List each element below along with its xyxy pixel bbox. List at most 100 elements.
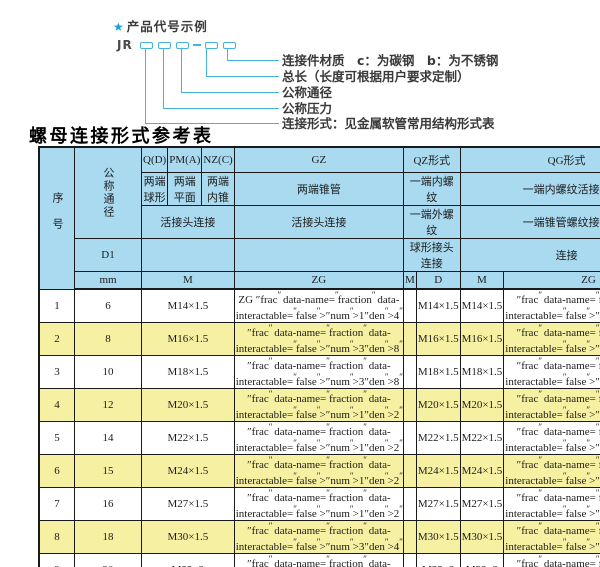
inch-mark: ″ <box>586 372 590 382</box>
inch-mark: ″ <box>384 372 389 382</box>
inch-mark: ″ <box>364 310 369 322</box>
table-row: 8 18 M30×1.5 ″frac″ data-name=″fraction″ da… <box>38 520 600 554</box>
inch-mark: ″ <box>293 504 297 514</box>
inch-mark: ″ <box>516 393 522 405</box>
inch-mark: ″ <box>293 438 297 448</box>
dn-cell: 10 <box>74 355 142 389</box>
qz-d-cell: M14×1.5 <box>415 288 461 323</box>
inch-mark: ″ <box>293 339 297 349</box>
inch-mark: ″ <box>293 405 297 415</box>
inch-mark: ″ <box>595 376 600 388</box>
inch-mark: ″ <box>516 327 522 339</box>
inch-mark: ″ <box>595 455 600 466</box>
qg-m-cell: M24×1.5 <box>459 454 505 488</box>
page-title: 螺母连接形式参考表 <box>29 126 214 147</box>
dn-cell: 8 <box>74 322 142 356</box>
inch-mark: ″ <box>384 438 389 448</box>
inch-mark: ″ <box>399 504 403 514</box>
qz-m-cell <box>403 322 417 356</box>
inch-mark: ″ <box>326 521 330 532</box>
inch-mark: ″ <box>562 438 567 448</box>
inch-mark: ″ <box>349 438 354 448</box>
inch-mark: ″ <box>399 405 403 415</box>
gz-zg-cell: ″frac″ data-name=″fraction″ data-interac… <box>233 421 405 455</box>
inch-mark: ″ <box>586 537 590 547</box>
inch-mark: ″ <box>595 475 600 487</box>
inch-mark: ″ <box>277 290 281 300</box>
inch-mark: ″ <box>325 508 331 520</box>
header-qg-zg: ZG <box>503 270 600 290</box>
inch-mark: ″ <box>316 504 321 514</box>
legend-nominal-pressure: 公称压力 <box>282 101 333 116</box>
m-cell: M27×1.5 <box>141 487 235 521</box>
header-qg-title: QG形式 <box>459 146 600 173</box>
code-box-2 <box>157 41 171 49</box>
inch-mark: ″ <box>538 389 542 400</box>
inch-mark: ″ <box>247 393 252 405</box>
inch-mark: ″ <box>268 356 273 367</box>
inch-mark: ″ <box>595 290 600 300</box>
star-icon: ★ <box>113 20 125 34</box>
inch-mark: ″ <box>399 306 403 316</box>
inch-mark: ″ <box>325 475 331 487</box>
header-qz-row2: 一端内螺纹 <box>403 171 461 206</box>
qz-m-cell <box>403 520 417 554</box>
inch-mark: ″ <box>364 475 369 487</box>
inch-mark: ″ <box>293 471 297 481</box>
table-row: 3 10 M18×1.5 ″frac″ data-name=″fraction″ da… <box>38 355 600 389</box>
inch-mark: ″ <box>247 525 252 537</box>
qg-m-cell: M18×1.5 <box>459 355 505 389</box>
qz-d-cell: M18×1.5 <box>415 355 461 389</box>
inch-mark: ″ <box>384 471 389 481</box>
inch-mark: ″ <box>316 405 321 415</box>
table-body: 1 6 M14×1.5 ZG ″frac″ data-name=″fraction″ … <box>38 288 600 567</box>
inch-mark: ″ <box>316 438 321 448</box>
inch-mark: ″ <box>349 471 354 481</box>
qg-m-cell: M22×1.5 <box>459 421 505 455</box>
connector-line <box>163 49 279 109</box>
inch-mark: ″ <box>516 294 522 306</box>
inch-mark: ″ <box>364 343 369 355</box>
inch-mark: ″ <box>349 405 354 415</box>
serial-cell: 9 <box>38 553 75 567</box>
inch-mark: ″ <box>562 306 567 316</box>
legend-nominal-diameter: 公称通径 <box>282 85 333 100</box>
code-box-1 <box>139 41 153 49</box>
header-m-span: M <box>141 270 235 290</box>
inch-mark: ″ <box>316 339 321 349</box>
inch-mark: ″ <box>316 471 321 481</box>
inch-mark: ″ <box>538 290 542 300</box>
serial-cell: 5 <box>38 421 75 455</box>
m-cell: M33×2 <box>141 553 235 567</box>
header-nz-desc: 两端内锥 <box>201 171 235 206</box>
inch-mark: ″ <box>247 426 252 438</box>
inch-mark: ″ <box>268 488 273 499</box>
legend-connection-form: 连接形式：见金属软管常用结构形式表 <box>282 116 495 131</box>
inch-mark: ″ <box>326 356 330 367</box>
inch-mark: ″ <box>255 294 261 306</box>
header-empty-left <box>141 237 235 272</box>
inch-mark: ″ <box>325 343 331 355</box>
inch-mark: ″ <box>516 558 522 567</box>
serial-cell: 7 <box>38 487 75 521</box>
inch-mark: ″ <box>384 504 389 514</box>
code-dash <box>192 44 201 46</box>
inch-mark: ″ <box>595 409 600 421</box>
inch-mark: ″ <box>384 405 389 415</box>
qg-zg-cell: ″frac″ data-name=″fraction″ data-interac… <box>503 288 600 323</box>
inch-mark: ″ <box>516 426 522 438</box>
header-pm-code: PM(A) <box>167 146 203 173</box>
serial-cell: 2 <box>38 322 75 356</box>
inch-mark: ″ <box>268 422 273 433</box>
gz-zg-cell: ″frac″ data-name=″fraction″ data-interac… <box>233 454 405 488</box>
inch-mark: ″ <box>316 372 321 382</box>
inch-mark: ″ <box>268 554 273 565</box>
qz-d-cell: M16×1.5 <box>415 322 461 356</box>
header-qg-row3: 一端锥管螺纹接头 <box>459 204 600 239</box>
qz-d-cell: M24×1.5 <box>415 454 461 488</box>
inch-mark: ″ <box>247 459 252 471</box>
inch-mark: ″ <box>326 455 330 466</box>
inch-mark: ″ <box>538 488 542 499</box>
inch-mark: ″ <box>326 422 330 433</box>
